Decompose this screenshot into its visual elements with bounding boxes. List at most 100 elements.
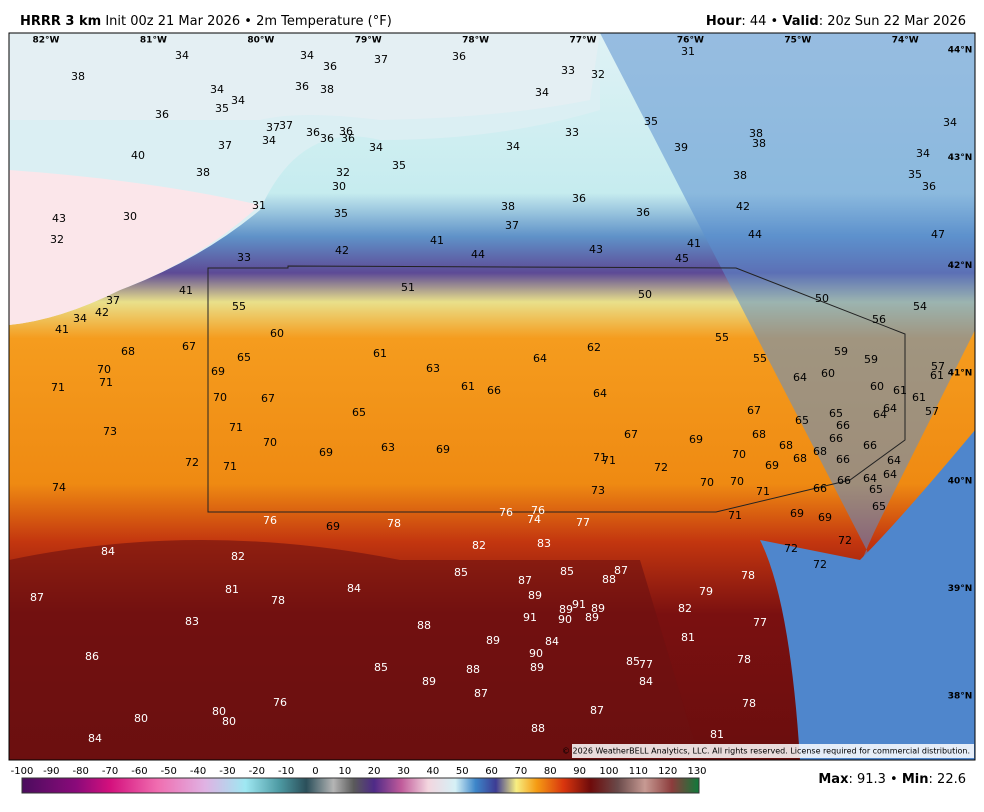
temperature-label: 66 bbox=[813, 482, 827, 495]
temperature-label: 55 bbox=[232, 300, 246, 313]
temperature-label: 82 bbox=[472, 539, 486, 552]
temperature-label: 38 bbox=[320, 83, 334, 96]
temperature-label: 71 bbox=[602, 454, 616, 467]
latitude-label: 40°N bbox=[948, 476, 973, 486]
temperature-label: 34 bbox=[916, 147, 930, 160]
pennsylvania-border bbox=[207, 265, 906, 513]
temperature-label: 81 bbox=[681, 631, 695, 644]
temperature-label: 83 bbox=[537, 537, 551, 550]
temperature-label: 65 bbox=[352, 406, 366, 419]
temperature-label: 37 bbox=[279, 119, 293, 132]
temperature-label: 66 bbox=[836, 453, 850, 466]
temperature-label: 56 bbox=[872, 313, 886, 326]
temperature-label: 61 bbox=[373, 347, 387, 360]
temperature-label: 88 bbox=[531, 722, 545, 735]
temperature-label: 65 bbox=[872, 500, 886, 513]
temperature-label: 69 bbox=[765, 459, 779, 472]
temperature-label: 69 bbox=[326, 520, 340, 533]
temperature-label: 65 bbox=[829, 407, 843, 420]
longitude-label: 78°W bbox=[462, 36, 489, 46]
temperature-label: 67 bbox=[624, 428, 638, 441]
temperature-label: 30 bbox=[332, 180, 346, 193]
temperature-label: 85 bbox=[626, 655, 640, 668]
temperature-label: 35 bbox=[644, 115, 658, 128]
temperature-label: 85 bbox=[454, 566, 468, 579]
temperature-label: 60 bbox=[870, 380, 884, 393]
temperature-label: 41 bbox=[55, 323, 69, 336]
model: HRRR 3 km bbox=[20, 14, 101, 29]
max-label: Max bbox=[818, 772, 849, 787]
temperature-label: 76 bbox=[263, 514, 277, 527]
temperature-label: 78 bbox=[737, 653, 751, 666]
temperature-label: 70 bbox=[700, 476, 714, 489]
temperature-label: 37 bbox=[266, 121, 280, 134]
colorbar-tick-label: 40 bbox=[427, 766, 440, 777]
valid-label: Valid bbox=[782, 14, 818, 29]
temperature-label: 33 bbox=[237, 251, 251, 264]
longitude-label: 77°W bbox=[570, 36, 597, 46]
temperature-label: 50 bbox=[638, 288, 652, 301]
temperature-label: 66 bbox=[829, 432, 843, 445]
latitude-label: 41°N bbox=[948, 369, 973, 379]
temperature-label: 67 bbox=[182, 340, 196, 353]
colorbar-tick-label: -40 bbox=[190, 766, 206, 777]
temperature-label: 36 bbox=[295, 80, 309, 93]
temperature-label: 41 bbox=[179, 284, 193, 297]
temperature-label: 74 bbox=[52, 481, 66, 494]
temperature-label: 71 bbox=[51, 381, 65, 394]
temperature-label: 90 bbox=[558, 613, 572, 626]
colorbar-tick-label: 120 bbox=[658, 766, 677, 777]
temperature-label: 65 bbox=[795, 414, 809, 427]
temperature-label: 71 bbox=[728, 509, 742, 522]
temperature-label: 61 bbox=[912, 391, 926, 404]
temperature-label: 37 bbox=[505, 219, 519, 232]
temperature-label: 50 bbox=[815, 292, 829, 305]
atlantic bbox=[760, 430, 975, 760]
temperature-label: 81 bbox=[710, 728, 724, 741]
temperature-label: 82 bbox=[678, 602, 692, 615]
colorbar-tick-label: 60 bbox=[485, 766, 498, 777]
longitude-label: 80°W bbox=[247, 36, 274, 46]
temperature-label: 34 bbox=[73, 312, 87, 325]
colorbar-tick-label: 130 bbox=[687, 766, 706, 777]
temperature-label: 57 bbox=[931, 360, 945, 373]
colorbar-tick-label: 100 bbox=[599, 766, 618, 777]
temperature-label: 84 bbox=[545, 635, 559, 648]
temperature-label: 42 bbox=[335, 244, 349, 257]
colorbar-tick-label: -50 bbox=[161, 766, 177, 777]
temperature-label: 64 bbox=[593, 387, 607, 400]
min-label: Min bbox=[902, 772, 929, 787]
temperature-label: 32 bbox=[336, 166, 350, 179]
colorbar-tick-label: -20 bbox=[249, 766, 265, 777]
temperature-label: 73 bbox=[591, 484, 605, 497]
temperature-label: 36 bbox=[320, 132, 334, 145]
temperature-label: 62 bbox=[587, 341, 601, 354]
temperature-label: 42 bbox=[95, 306, 109, 319]
temperature-label: 78 bbox=[741, 569, 755, 582]
temperature-label: 30 bbox=[123, 210, 137, 223]
lake-erie bbox=[9, 170, 260, 325]
temperature-label: 89 bbox=[530, 661, 544, 674]
temperature-label: 69 bbox=[790, 507, 804, 520]
temperature-label: 33 bbox=[561, 64, 575, 77]
temperature-label: 55 bbox=[753, 352, 767, 365]
hour: : 44 • bbox=[741, 14, 778, 29]
temperature-label: 74 bbox=[527, 513, 541, 526]
temperature-label: 89 bbox=[585, 611, 599, 624]
temperature-label: 69 bbox=[436, 443, 450, 456]
temperature-label: 76 bbox=[273, 696, 287, 709]
temperature-label: 86 bbox=[85, 650, 99, 663]
temperature-label: 71 bbox=[223, 460, 237, 473]
temperature-label: 36 bbox=[339, 125, 353, 138]
temperature-label: 31 bbox=[681, 45, 695, 58]
footer: Max: 91.3 • Min: 22.6 bbox=[818, 772, 966, 787]
longitude-label: 81°W bbox=[140, 36, 167, 46]
temperature-label: 47 bbox=[931, 228, 945, 241]
temperature-label: 34 bbox=[175, 49, 189, 62]
temperature-label: 36 bbox=[452, 50, 466, 63]
temperature-label: 67 bbox=[747, 404, 761, 417]
temperature-label: 84 bbox=[88, 732, 102, 745]
temperature-label: 77 bbox=[639, 658, 653, 671]
temperature-label: 35 bbox=[215, 102, 229, 115]
temperature-label: 70 bbox=[730, 475, 744, 488]
